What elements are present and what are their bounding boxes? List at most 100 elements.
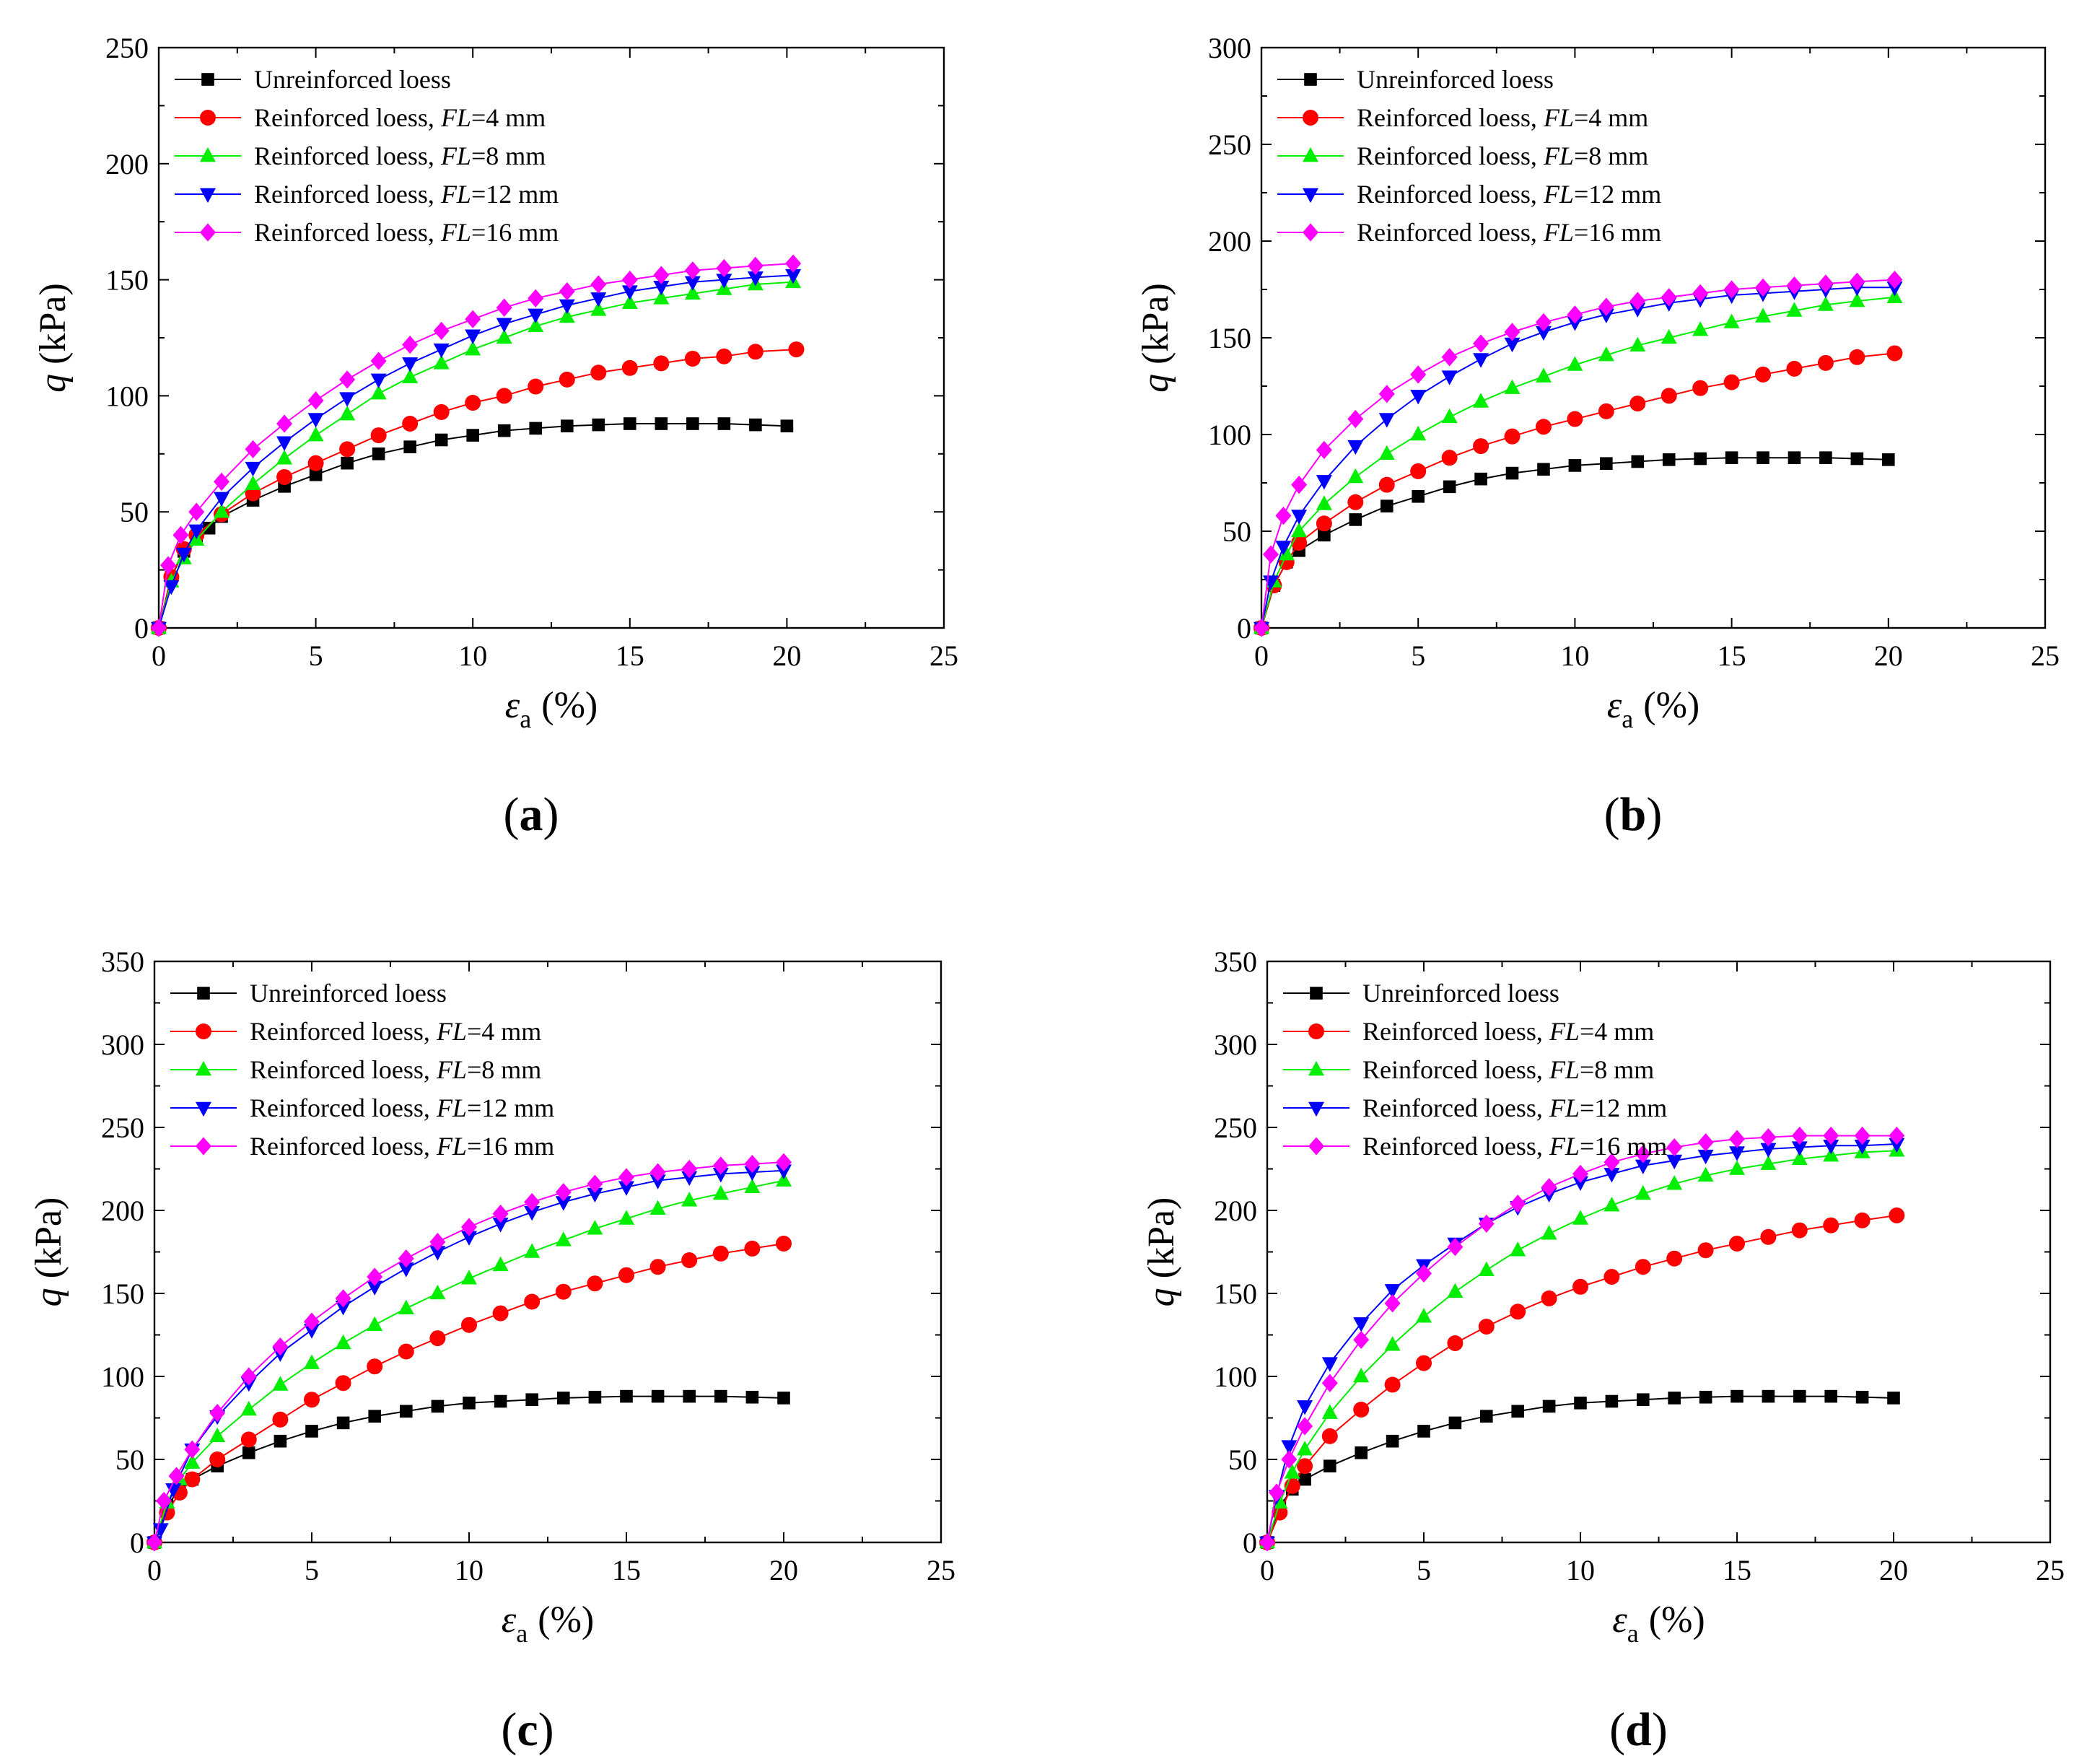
legend-label: Reinforced loess, FL=4 mm — [250, 1017, 541, 1046]
legend-marker — [196, 1137, 211, 1156]
y-axis-title: q (kPa) — [28, 1197, 69, 1307]
data-point — [242, 1446, 255, 1459]
data-point — [1504, 337, 1521, 353]
data-point — [276, 450, 293, 465]
data-point — [528, 378, 544, 395]
data-point — [1629, 336, 1646, 352]
data-point — [649, 1200, 666, 1215]
data-point — [1441, 348, 1458, 367]
data-point — [1347, 494, 1364, 510]
data-point — [1661, 328, 1677, 344]
legend-marker — [197, 987, 210, 1000]
data-point — [1474, 472, 1487, 486]
data-point — [202, 521, 216, 535]
data-point — [559, 307, 575, 323]
data-point — [1817, 296, 1834, 311]
legend-label: Reinforced loess, FL=12 mm — [254, 180, 559, 209]
legend-label: Reinforced loess, FL=8 mm — [254, 141, 546, 170]
data-point — [1297, 1400, 1313, 1415]
data-point — [496, 298, 512, 317]
data-point — [1537, 463, 1550, 476]
data-point — [1272, 1493, 1288, 1509]
data-point — [1510, 1304, 1526, 1320]
data-point — [1353, 1402, 1370, 1418]
x-tick-label: 25 — [929, 639, 958, 672]
x-tick-label: 0 — [1254, 639, 1269, 672]
data-point — [745, 1390, 759, 1404]
data-point — [1786, 276, 1803, 295]
data-point — [1410, 425, 1427, 441]
data-point — [1760, 1228, 1777, 1245]
data-point — [785, 254, 802, 273]
x-axis-title: εa (%) — [1607, 685, 1699, 733]
data-point — [555, 1196, 572, 1211]
data-point — [461, 1218, 477, 1236]
data-point — [621, 359, 638, 376]
legend-marker — [200, 188, 216, 204]
data-point — [716, 348, 732, 364]
data-point — [712, 1184, 729, 1200]
data-point — [307, 391, 324, 410]
data-point — [1729, 1146, 1745, 1161]
data-point — [1786, 302, 1803, 317]
x-tick-label: 15 — [612, 1554, 641, 1586]
data-point — [716, 274, 732, 289]
data-point — [1723, 374, 1740, 390]
data-point — [1635, 1145, 1651, 1163]
legend-marker — [1303, 223, 1318, 242]
data-point — [1729, 1160, 1745, 1175]
data-point — [1729, 1236, 1745, 1252]
data-point — [400, 1405, 413, 1418]
data-point — [1889, 1126, 1905, 1145]
data-point — [1849, 292, 1865, 307]
data-point — [398, 1343, 414, 1360]
data-point — [370, 385, 387, 400]
data-point — [1854, 1126, 1871, 1145]
data-point — [1278, 546, 1295, 561]
y-tick-label: 200 — [101, 1195, 144, 1227]
data-point — [341, 456, 354, 470]
data-point — [1760, 1143, 1777, 1158]
data-point — [339, 370, 356, 389]
y-tick-label: 300 — [1214, 1029, 1257, 1061]
legend-label: Reinforced loess, FL=4 mm — [254, 103, 546, 132]
data-point — [717, 417, 731, 430]
x-axis-title: εa (%) — [1612, 1599, 1705, 1648]
data-point — [1384, 1336, 1401, 1351]
data-point — [1297, 1417, 1313, 1436]
x-tick-label: 15 — [1718, 639, 1746, 672]
data-point — [1441, 370, 1458, 385]
data-point — [1447, 1283, 1463, 1298]
data-point — [429, 1246, 446, 1261]
data-point — [525, 1393, 538, 1406]
data-point — [1635, 1259, 1651, 1275]
data-point — [684, 350, 701, 367]
x-tick-label: 25 — [2031, 639, 2060, 672]
y-tick-label: 250 — [1208, 128, 1251, 161]
plot-frame — [157, 46, 945, 629]
data-point — [653, 280, 670, 296]
data-point — [1603, 1168, 1620, 1183]
data-point — [339, 392, 356, 407]
data-point — [1854, 1140, 1871, 1155]
data-point — [1600, 457, 1613, 470]
data-point — [433, 321, 450, 341]
data-point — [1635, 1184, 1651, 1200]
data-point — [1692, 321, 1709, 336]
data-point — [214, 492, 230, 507]
data-point — [1755, 366, 1772, 383]
y-tick-label: 150 — [1214, 1278, 1257, 1310]
data-point — [274, 1434, 287, 1448]
data-point — [367, 1316, 383, 1331]
data-point — [1541, 1290, 1557, 1306]
x-tick-label: 0 — [147, 1554, 162, 1586]
data-point — [367, 1358, 383, 1375]
panel-caption: (a) — [504, 788, 559, 841]
y-axis-title: q (kPa) — [32, 283, 74, 393]
data-point — [1603, 1269, 1620, 1285]
data-point — [466, 429, 479, 442]
data-point — [184, 1454, 201, 1469]
data-point — [494, 1394, 507, 1408]
data-point — [559, 282, 575, 301]
data-point — [1349, 513, 1362, 526]
